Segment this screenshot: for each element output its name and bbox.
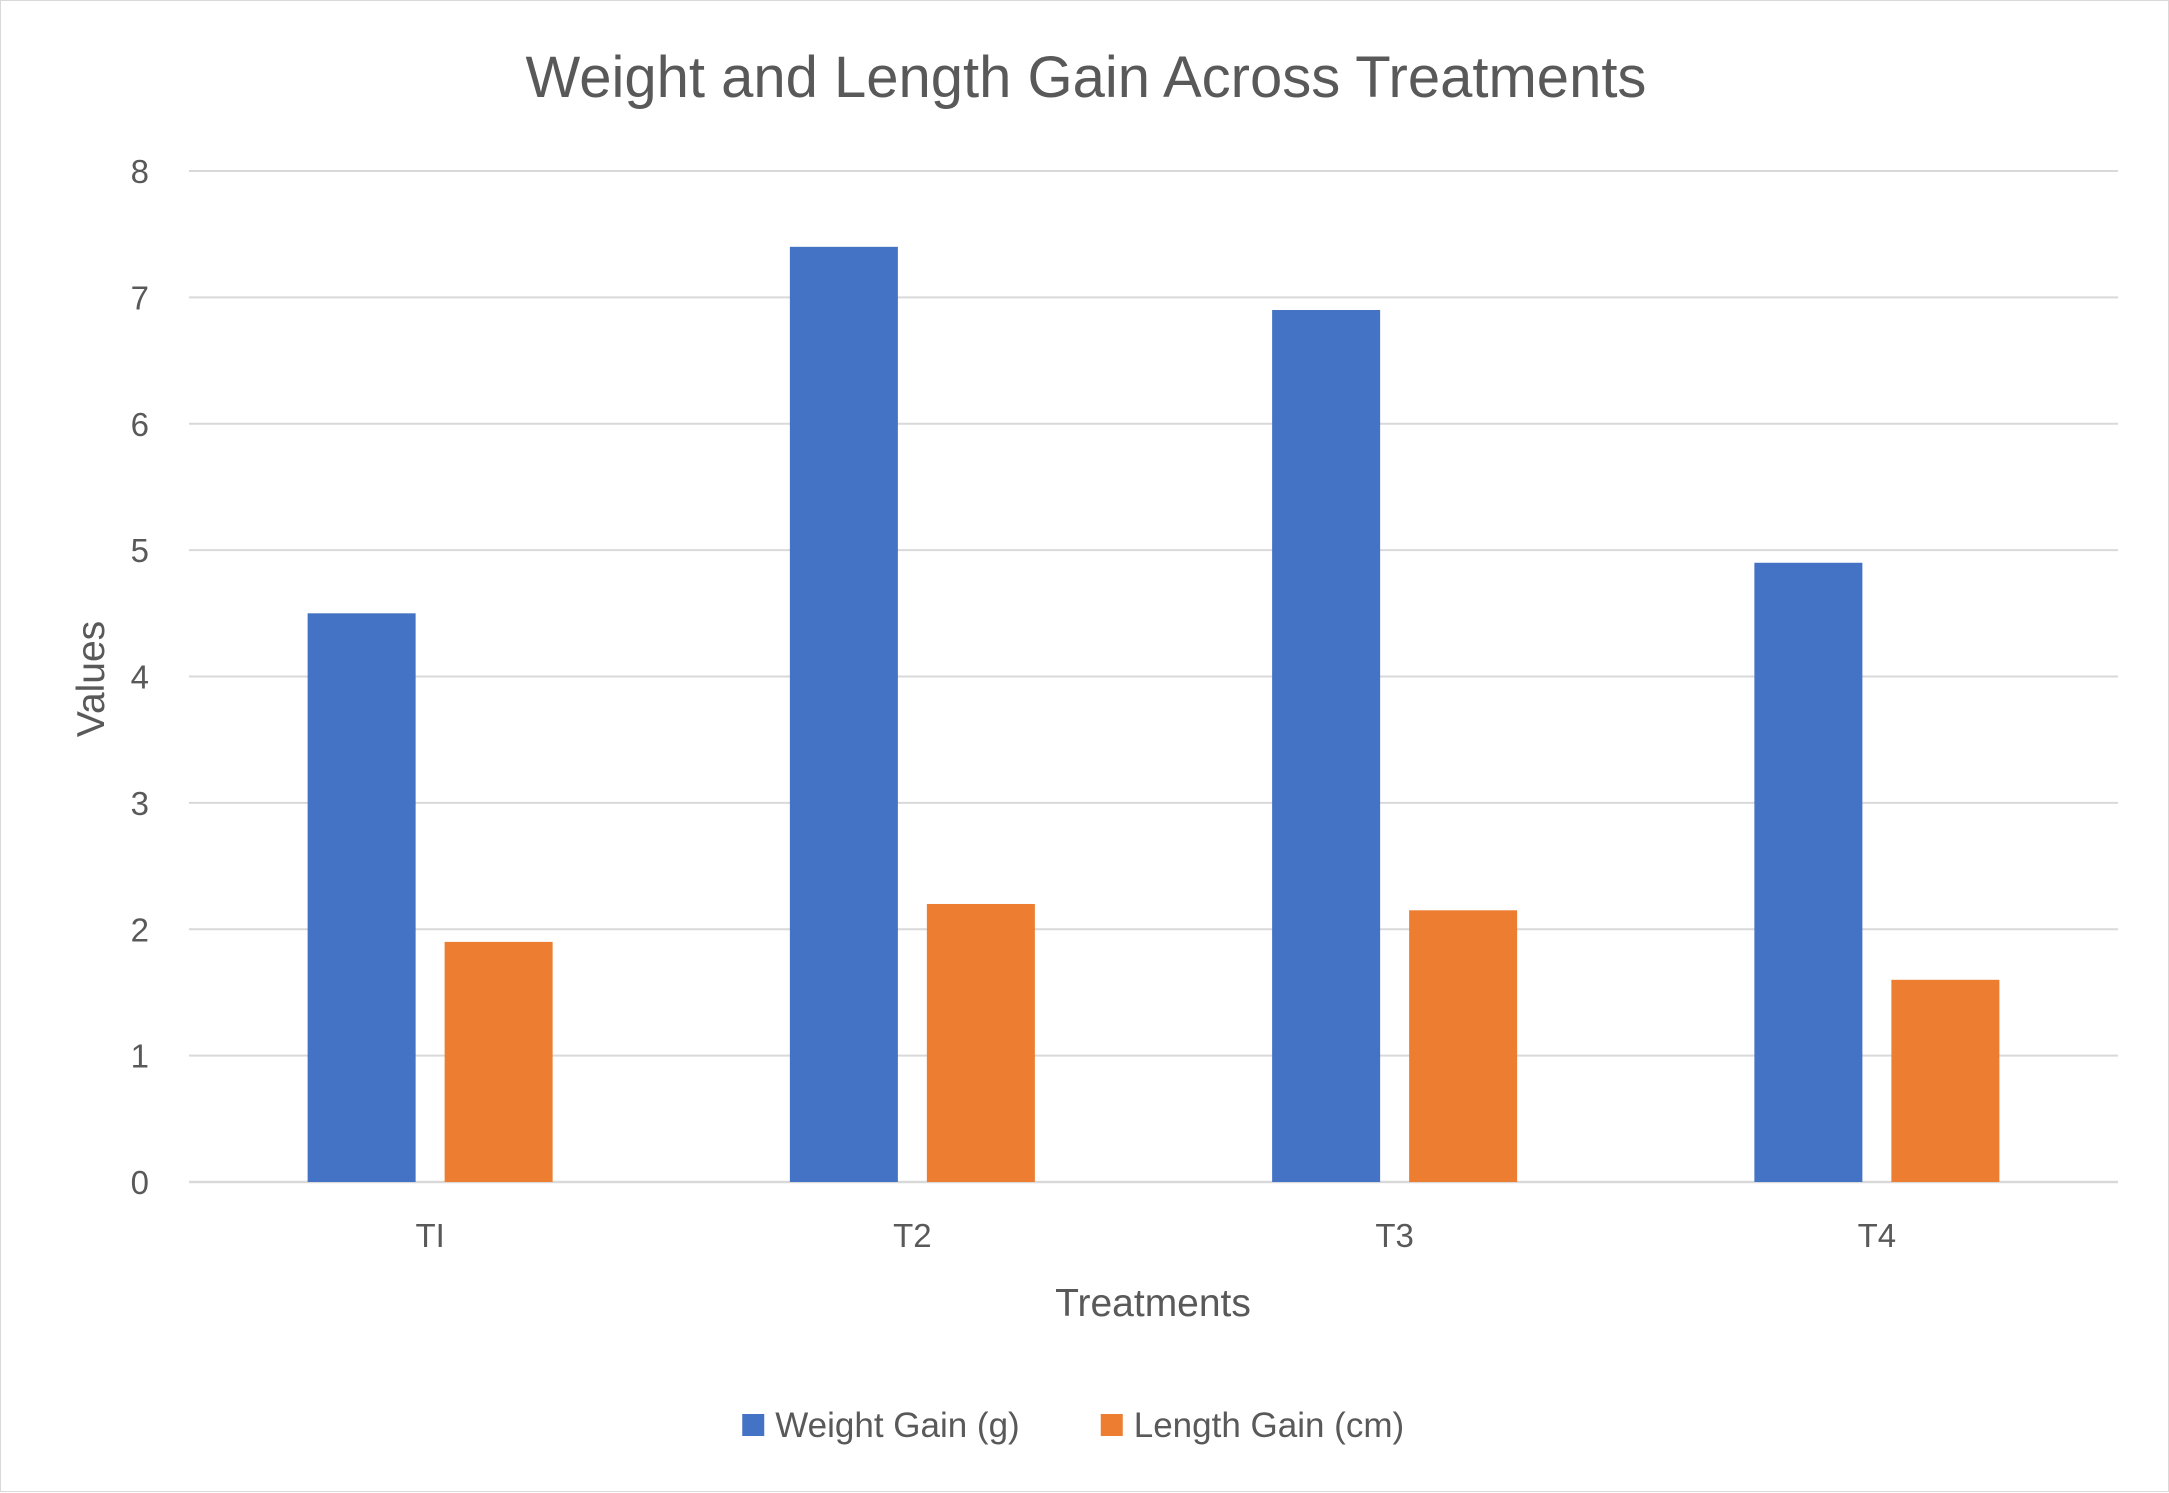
y-tick-2: 2 — [131, 911, 149, 948]
bar-t3-series-2 — [1409, 910, 1518, 1182]
y-tick-4: 4 — [131, 659, 149, 696]
y-tick-1: 1 — [131, 1038, 149, 1075]
y-axis-label: Values — [70, 621, 113, 737]
chart-title: Weight and Length Gain Across Treatments — [526, 45, 1647, 110]
y-tick-0: 0 — [131, 1164, 149, 1201]
y-tick-7: 7 — [131, 279, 149, 316]
y-axis-ticks: 0 1 2 3 4 5 6 7 8 — [131, 153, 149, 1201]
legend-swatch-1 — [742, 1414, 765, 1436]
bar-t4-series-2 — [1891, 979, 2000, 1182]
x-tick-ti: TI — [415, 1217, 444, 1254]
legend-label-2: Length Gain (cm) — [1134, 1406, 1404, 1445]
bar-t4-series-1 — [1754, 562, 1863, 1182]
y-tick-3: 3 — [131, 785, 149, 822]
y-tick-8: 8 — [131, 153, 149, 190]
bar-t2-series-1 — [789, 246, 898, 1182]
y-tick-5: 5 — [131, 532, 149, 569]
bar-ti-series-1 — [307, 613, 416, 1182]
bar-t2-series-2 — [926, 903, 1035, 1182]
bar-ti-series-2 — [444, 941, 553, 1182]
legend-label-1: Weight Gain (g) — [775, 1406, 1019, 1445]
bar-t3-series-1 — [1272, 310, 1381, 1182]
bars — [307, 246, 2000, 1182]
x-axis-ticks: TI T2 T3 T4 — [415, 1217, 1896, 1254]
legend: Weight Gain (g) Length Gain (cm) — [742, 1406, 1404, 1445]
x-tick-t4: T4 — [1858, 1217, 1897, 1254]
x-axis-label: Treatments — [1055, 1282, 1251, 1325]
x-tick-t2: T2 — [893, 1217, 932, 1254]
y-tick-6: 6 — [131, 406, 149, 443]
legend-swatch-2 — [1100, 1414, 1123, 1436]
x-tick-t3: T3 — [1375, 1217, 1414, 1254]
